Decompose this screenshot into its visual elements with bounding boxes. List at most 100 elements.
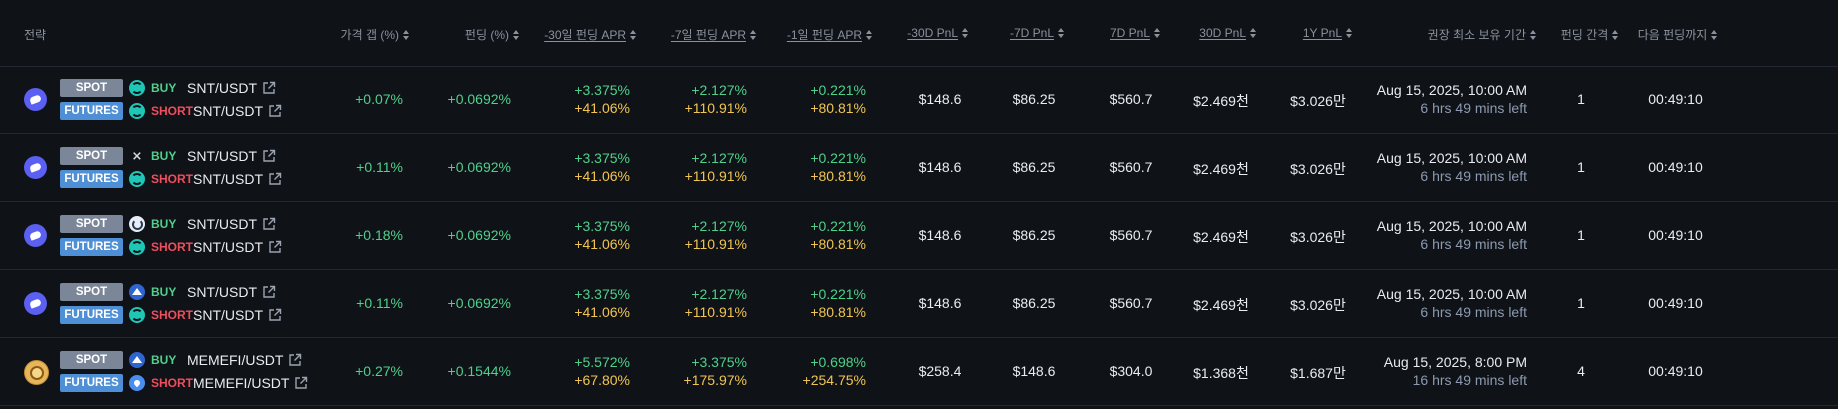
table-row[interactable]: SPOT ⨯ BUY SNT/USDT FUTURES SHORT SNT/US… (0, 134, 1838, 202)
futures-badge: FUTURES (60, 170, 123, 188)
short-label: SHORT (151, 172, 193, 186)
hold-time-left: 6 hrs 49 mins left (1420, 100, 1527, 116)
table-row[interactable]: SPOT BUY SNT/USDT FUTURES SHORT SNT/USDT… (0, 66, 1838, 134)
futures-leg: FUTURES SHORT MEMEFI/USDT (60, 374, 308, 392)
next-funding-countdown: 00:49:10 (1648, 227, 1703, 243)
spot-pair[interactable]: SNT/USDT (187, 216, 257, 232)
header-apr-1d[interactable]: -1일 펀딩 APR (757, 26, 873, 43)
header-pnl-7d-neg[interactable]: -7D PnL (969, 26, 1065, 40)
header-apr-1d-label: -1일 펀딩 APR (786, 28, 862, 42)
external-link-icon[interactable] (262, 217, 276, 231)
funding-value: +0.0692% (447, 159, 511, 175)
external-link-icon[interactable] (268, 172, 282, 186)
spot-exchange-icon: ⨯ (131, 148, 143, 163)
external-link-icon[interactable] (268, 104, 282, 118)
header-price-gap[interactable]: 가격 갭 (%) (300, 26, 410, 43)
pnl-30d-value: $2.469천 (1193, 93, 1249, 109)
spot-pair[interactable]: SNT/USDT (187, 80, 257, 96)
external-link-icon[interactable] (262, 285, 276, 299)
external-link-icon[interactable] (288, 353, 302, 367)
sort-icon (962, 28, 969, 38)
futures-exchange-icon (129, 375, 145, 391)
futures-badge: FUTURES (60, 238, 123, 256)
funding-value: +0.1544% (447, 363, 511, 379)
header-pnl-7d-label: 7D PnL (1109, 26, 1150, 40)
spot-badge: SPOT (60, 79, 123, 97)
futures-pair[interactable]: SNT/USDT (193, 239, 263, 255)
next-funding-countdown: 00:49:10 (1648, 159, 1703, 175)
spot-pair[interactable]: SNT/USDT (187, 284, 257, 300)
header-apr-7d[interactable]: -7일 펀딩 APR (637, 26, 757, 43)
pnl-30d-neg-value: $148.6 (918, 295, 962, 311)
sort-icon (750, 29, 757, 40)
external-link-icon[interactable] (268, 308, 282, 322)
external-link-icon[interactable] (268, 240, 282, 254)
sort-icon (1612, 29, 1619, 40)
futures-pair[interactable]: SNT/USDT (193, 171, 263, 187)
apr-7d-annual-value: +110.91% (684, 168, 747, 184)
table-row[interactable]: SPOT BUY MEMEFI/USDT FUTURES SHORT MEMEF… (0, 338, 1838, 406)
header-pnl-30d-neg[interactable]: -30D PnL (873, 26, 969, 40)
next-funding-countdown: 00:49:10 (1648, 295, 1703, 311)
external-link-icon[interactable] (262, 149, 276, 163)
apr-7d-value: +3.375% (691, 354, 747, 370)
pnl-7d-value: $560.7 (1109, 91, 1153, 107)
table-header: 전략 가격 갭 (%) 펀딩 (%) -30일 펀딩 APR -7일 펀딩 AP… (0, 0, 1838, 67)
header-pnl-7d-neg-label: -7D PnL (1009, 26, 1054, 40)
header-strategy: 전략 (24, 26, 46, 43)
apr-1d-value: +0.221% (810, 82, 866, 98)
sort-icon (1346, 28, 1353, 38)
pnl-1y-value: $3.026만 (1290, 229, 1346, 245)
header-pnl-30d[interactable]: 30D PnL (1161, 26, 1257, 40)
futures-pair[interactable]: SNT/USDT (193, 103, 263, 119)
futures-pair[interactable]: SNT/USDT (193, 307, 263, 323)
spot-exchange-icon (129, 352, 145, 368)
buy-label: BUY (151, 81, 177, 95)
apr-1d-annual-value: +80.81% (810, 100, 866, 116)
table-row[interactable]: SPOT BUY SNT/USDT FUTURES SHORT SNT/USDT… (0, 270, 1838, 338)
hold-until-date: Aug 15, 2025, 10:00 AM (1376, 82, 1527, 98)
funding-value: +0.0692% (447, 91, 511, 107)
spot-pair[interactable]: SNT/USDT (187, 148, 257, 164)
coin-icon (24, 224, 47, 247)
apr-30d-annual-value: +41.06% (574, 100, 630, 116)
sort-icon (513, 29, 520, 40)
header-min-hold[interactable]: 권장 최소 보유 기간 (1353, 26, 1537, 43)
pnl-7d-value: $560.7 (1109, 159, 1153, 175)
futures-exchange-icon (129, 307, 145, 323)
apr-1d-value: +0.221% (810, 150, 866, 166)
external-link-icon[interactable] (294, 376, 308, 390)
header-funding[interactable]: 펀딩 (%) (410, 26, 520, 43)
pnl-1y-value: $1.687만 (1290, 365, 1346, 381)
table-row[interactable]: SPOT BUY SNT/USDT FUTURES SHORT SNT/USDT… (0, 202, 1838, 270)
futures-exchange-icon (129, 171, 145, 187)
header-apr-30d[interactable]: -30일 펀딩 APR (520, 26, 637, 43)
futures-pair[interactable]: MEMEFI/USDT (193, 375, 290, 391)
header-price-gap-label: 가격 갭 (%) (340, 28, 399, 42)
sort-icon (630, 29, 637, 40)
apr-30d-annual-value: +41.06% (574, 236, 630, 252)
header-pnl-7d[interactable]: 7D PnL (1065, 26, 1161, 40)
short-label: SHORT (151, 376, 193, 390)
pnl-7d-neg-value: $148.6 (1012, 363, 1056, 379)
spot-pair[interactable]: MEMEFI/USDT (187, 352, 284, 368)
hold-until-date: Aug 15, 2025, 10:00 AM (1376, 286, 1527, 302)
apr-1d-annual-value: +254.75% (802, 372, 866, 388)
spot-badge: SPOT (60, 147, 123, 165)
pnl-30d-value: $1.368천 (1193, 365, 1249, 381)
header-next-funding[interactable]: 다음 펀딩까지 (1630, 26, 1726, 43)
external-link-icon[interactable] (262, 81, 276, 95)
pnl-7d-neg-value: $86.25 (1012, 91, 1056, 107)
pnl-7d-value: $560.7 (1109, 295, 1153, 311)
header-apr-30d-label: -30일 펀딩 APR (544, 28, 626, 42)
apr-30d-value: +3.375% (574, 286, 630, 302)
price-gap-value: +0.11% (356, 159, 403, 175)
apr-30d-value: +3.375% (574, 82, 630, 98)
spot-exchange-icon (129, 80, 145, 96)
header-pnl-1y[interactable]: 1Y PnL (1257, 26, 1353, 40)
apr-30d-annual-value: +41.06% (574, 168, 630, 184)
apr-1d-annual-value: +80.81% (810, 168, 866, 184)
header-interval[interactable]: 펀딩 간격 (1550, 26, 1630, 43)
futures-leg: FUTURES SHORT SNT/USDT (60, 102, 282, 120)
coin-icon (24, 156, 47, 179)
